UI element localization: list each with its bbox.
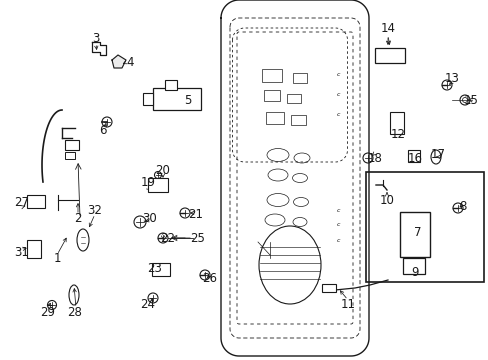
Bar [292, 73, 306, 83]
Bar [365, 172, 483, 282]
Bar [399, 212, 429, 257]
Text: c: c [336, 112, 339, 117]
Text: 31: 31 [15, 247, 29, 260]
Polygon shape [112, 55, 126, 68]
Bar [264, 90, 280, 100]
Bar [142, 93, 153, 105]
Text: 24: 24 [140, 298, 155, 311]
Text: 8: 8 [458, 199, 466, 212]
Text: 12: 12 [390, 129, 405, 141]
Text: 21: 21 [188, 208, 203, 221]
Text: 16: 16 [407, 152, 422, 165]
Text: 14: 14 [380, 22, 395, 35]
Bar [262, 68, 282, 81]
Text: 4: 4 [126, 55, 134, 68]
Text: 10: 10 [379, 194, 394, 207]
Text: 30: 30 [142, 211, 157, 225]
Bar [290, 115, 305, 125]
Bar [65, 152, 75, 159]
Bar [27, 240, 41, 258]
Text: 27: 27 [15, 197, 29, 210]
Text: c: c [336, 93, 339, 98]
Text: 3: 3 [92, 31, 100, 45]
Bar [407, 150, 419, 162]
Text: 28: 28 [67, 306, 82, 319]
Text: 6: 6 [99, 123, 106, 136]
Bar [65, 140, 79, 150]
Bar [265, 112, 284, 124]
Text: c: c [336, 207, 339, 212]
Text: 29: 29 [41, 306, 55, 319]
Text: c: c [336, 238, 339, 243]
Text: 7: 7 [413, 225, 421, 238]
Text: 13: 13 [444, 72, 459, 85]
Text: 25: 25 [190, 231, 205, 244]
Text: 18: 18 [367, 152, 382, 165]
Bar [153, 88, 201, 110]
Bar [389, 112, 403, 134]
Text: 2: 2 [74, 211, 81, 225]
Bar [374, 48, 404, 63]
Bar [321, 284, 335, 292]
Text: 23: 23 [147, 261, 162, 274]
Text: 1: 1 [53, 252, 61, 265]
Text: 15: 15 [463, 94, 477, 107]
Text: 32: 32 [87, 203, 102, 216]
Text: 11: 11 [340, 298, 355, 311]
Text: 20: 20 [155, 163, 170, 176]
Bar [286, 94, 301, 103]
Bar [152, 263, 170, 276]
Text: 17: 17 [429, 148, 445, 162]
Text: 26: 26 [202, 271, 217, 284]
Text: c: c [336, 72, 339, 77]
Text: 9: 9 [410, 266, 418, 279]
Bar [164, 80, 177, 90]
Text: 19: 19 [140, 176, 155, 189]
Bar [27, 195, 45, 208]
Text: c: c [336, 222, 339, 228]
Bar [148, 178, 168, 192]
Text: 22: 22 [160, 231, 175, 244]
Bar [402, 258, 424, 274]
Text: 5: 5 [184, 94, 191, 107]
